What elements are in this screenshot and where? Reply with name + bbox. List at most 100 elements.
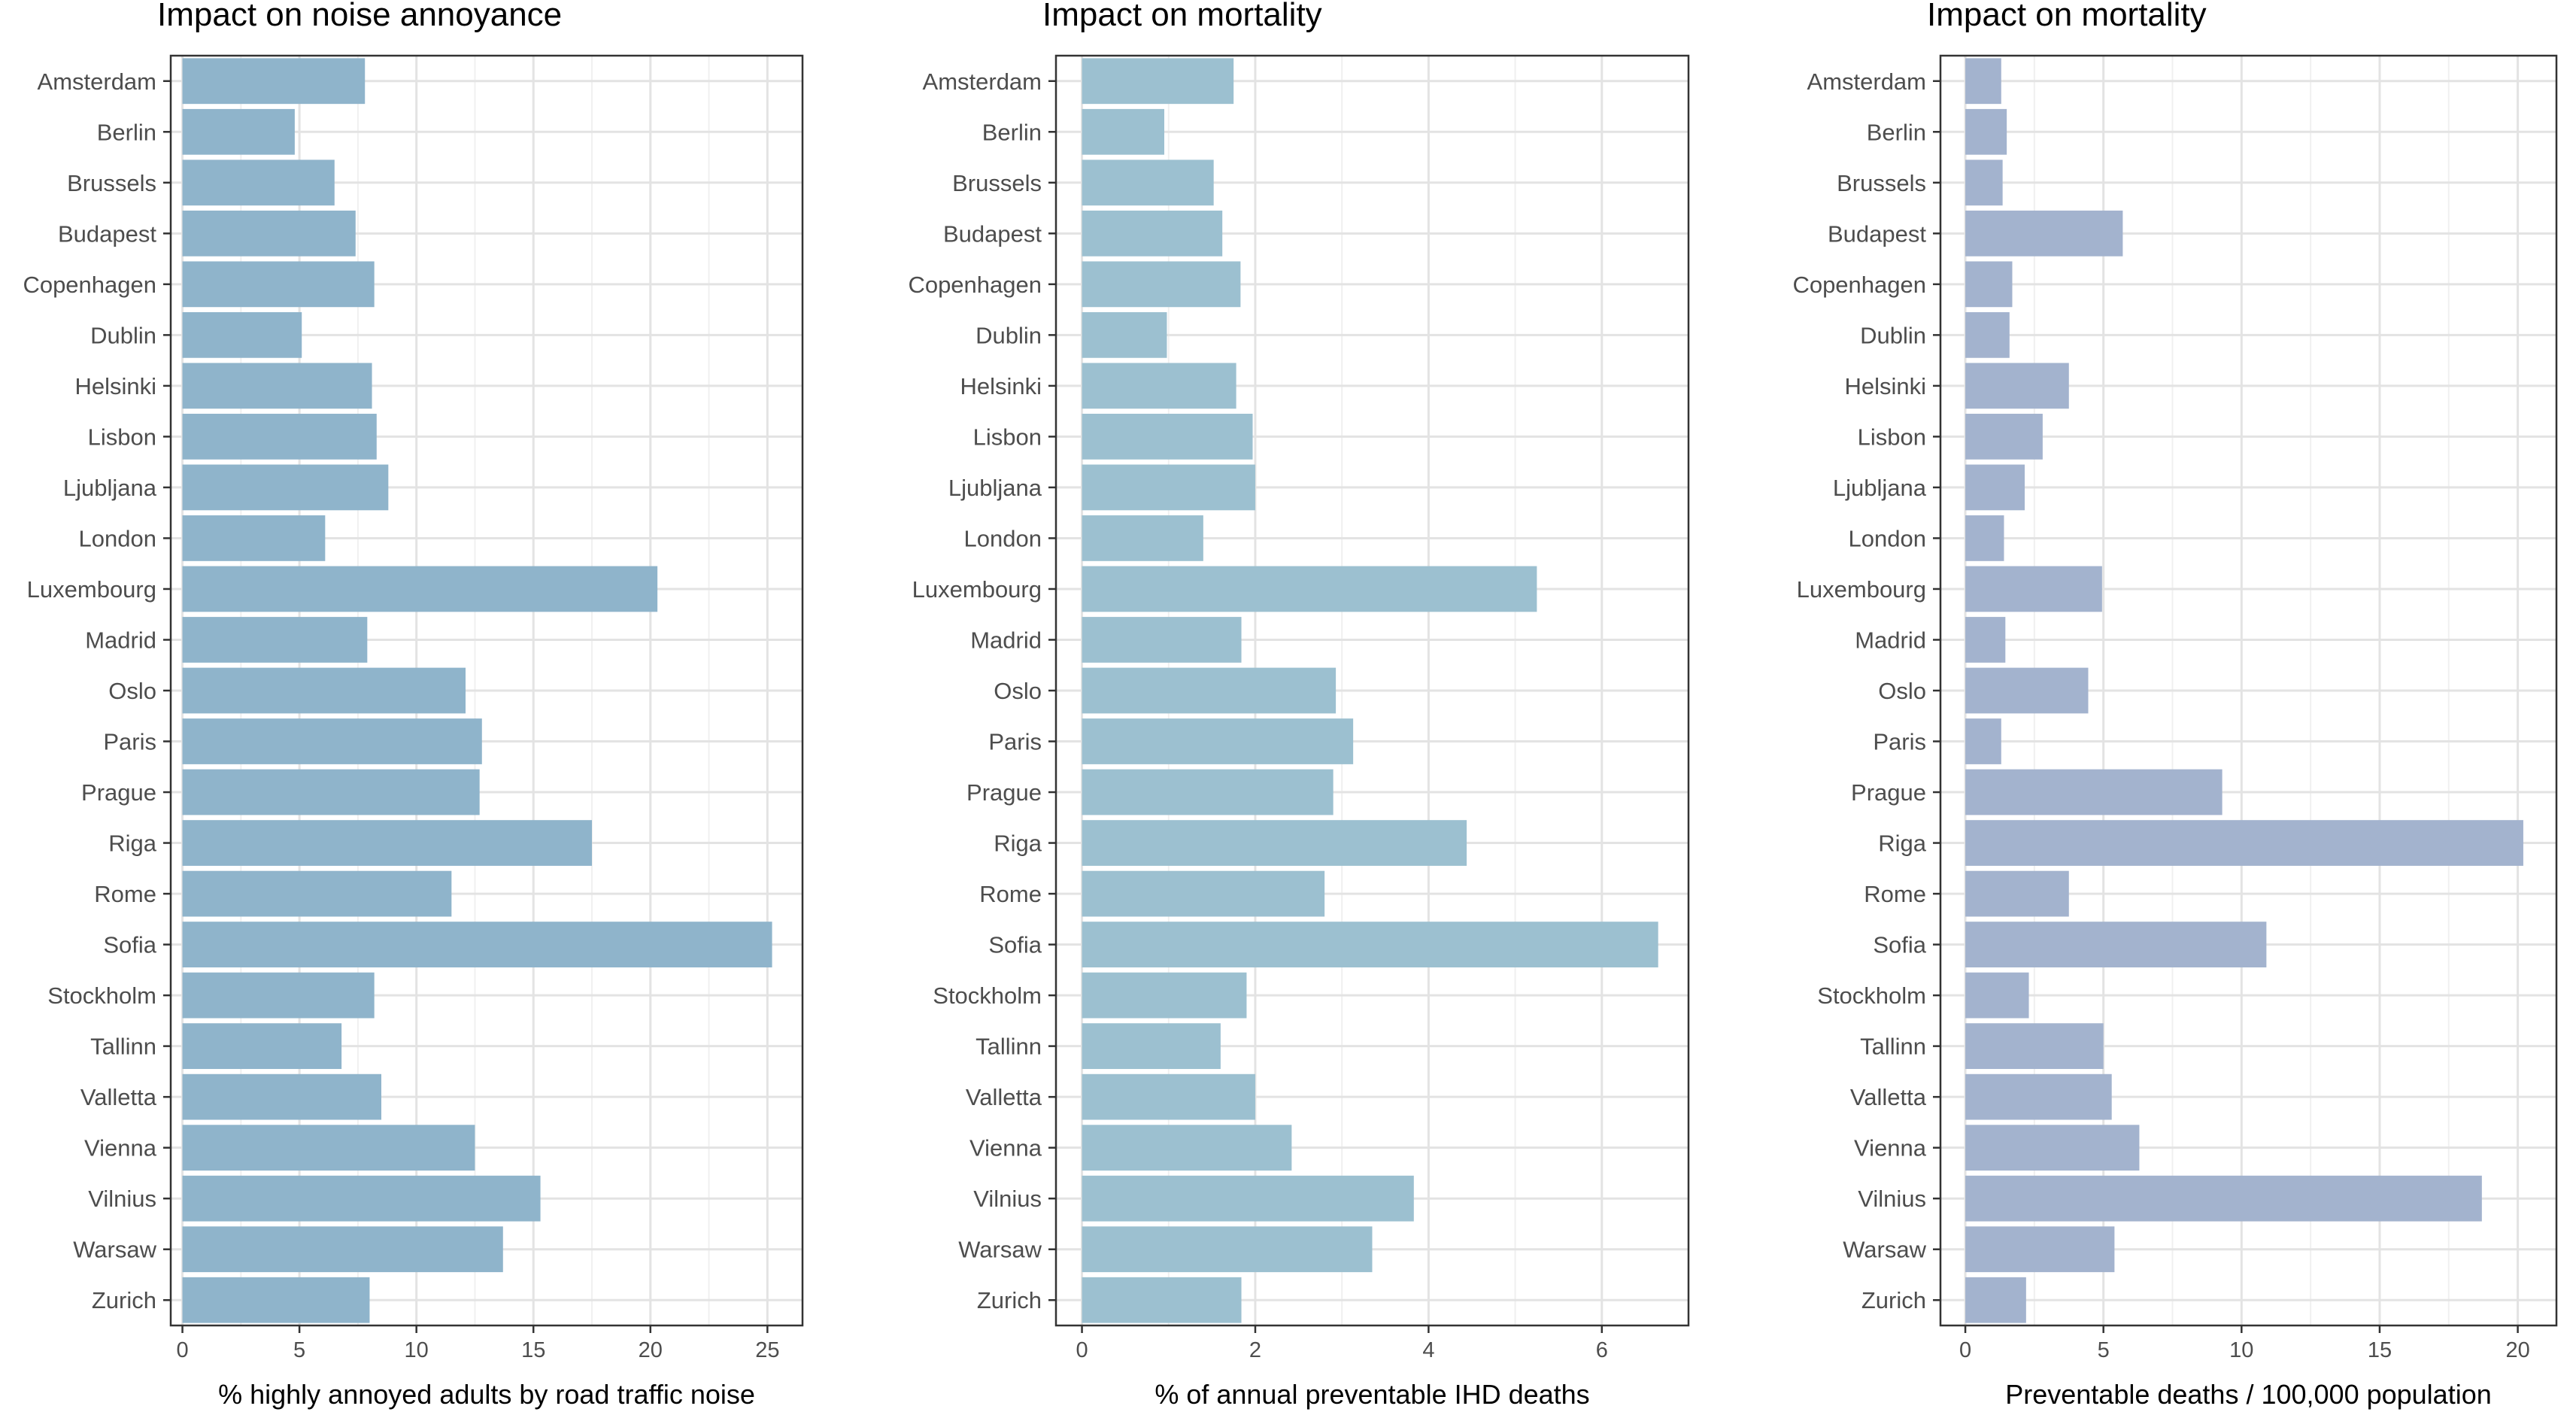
x-tick-label: 0 bbox=[176, 1338, 188, 1362]
x-tick-label: 20 bbox=[639, 1338, 663, 1362]
bar-helsinki bbox=[182, 363, 372, 409]
bar-dublin bbox=[182, 311, 302, 358]
bar-sofia bbox=[182, 922, 772, 967]
bar-budapest bbox=[1082, 210, 1223, 257]
x-tick-label: 6 bbox=[1596, 1338, 1608, 1362]
bar-oslo bbox=[1965, 667, 2089, 714]
bar-luxembourg bbox=[1082, 566, 1537, 612]
y-tick-label: Riga bbox=[1878, 830, 1927, 857]
bar-riga bbox=[1965, 820, 2523, 866]
x-tick-label: 5 bbox=[293, 1338, 305, 1362]
y-tick-label: Prague bbox=[81, 779, 156, 806]
y-tick-label: Budapest bbox=[1828, 220, 1926, 247]
bar-dublin bbox=[1965, 311, 2010, 358]
x-axis-title: % of annual preventable IHD deaths bbox=[1154, 1379, 1589, 1410]
y-tick-label: Helsinki bbox=[74, 373, 156, 399]
y-tick-label: Stockholm bbox=[47, 982, 156, 1009]
bar-berlin bbox=[1965, 108, 2007, 155]
bar-lisbon bbox=[182, 414, 377, 460]
bar-brussels bbox=[182, 159, 335, 206]
bar-amsterdam bbox=[182, 58, 366, 105]
y-tick-label: Riga bbox=[994, 830, 1042, 857]
y-tick-label: Ljubljana bbox=[63, 475, 157, 501]
bar-ljubljana bbox=[1965, 464, 2025, 511]
x-axis-title: Preventable deaths / 100,000 population bbox=[2005, 1379, 2492, 1410]
y-tick-label: Berlin bbox=[97, 119, 156, 145]
bar-stockholm bbox=[182, 972, 375, 1019]
chart-panel-2: Amsterdam Berlin Brussels Budapest Copenhage… bbox=[908, 0, 1690, 1410]
bar-madrid bbox=[1082, 617, 1242, 663]
bar-vienna bbox=[1082, 1125, 1292, 1171]
panel-title: Impact on mortality bbox=[1927, 0, 2207, 33]
bar-paris bbox=[182, 718, 482, 764]
bar-sofia bbox=[1965, 922, 2267, 967]
chart-panel-3: Amsterdam Berlin Brussels Budapest Copenhage… bbox=[1792, 0, 2558, 1410]
bar-stockholm bbox=[1082, 972, 1247, 1019]
bar-riga bbox=[182, 820, 593, 866]
bar-copenhagen bbox=[182, 261, 375, 308]
bar-ljubljana bbox=[1082, 464, 1255, 511]
y-tick-label: Vienna bbox=[1854, 1135, 1927, 1161]
y-tick-label: Oslo bbox=[1878, 678, 1926, 704]
bar-amsterdam bbox=[1965, 58, 2001, 105]
bar-tallinn bbox=[1082, 1023, 1221, 1070]
y-tick-label: London bbox=[1849, 525, 1926, 551]
y-tick-label: Rome bbox=[979, 881, 1042, 907]
y-tick-label: Copenhagen bbox=[908, 272, 1042, 298]
y-tick-label: Tallinn bbox=[90, 1034, 156, 1060]
x-tick-label: 15 bbox=[2368, 1338, 2392, 1362]
y-tick-label: Lisbon bbox=[88, 424, 156, 450]
y-tick-label: London bbox=[964, 525, 1042, 551]
bar-vienna bbox=[182, 1125, 475, 1171]
bar-rome bbox=[1082, 870, 1325, 917]
bar-dublin bbox=[1082, 311, 1167, 358]
y-tick-label: London bbox=[79, 525, 156, 551]
y-tick-label: Riga bbox=[108, 830, 157, 857]
y-tick-label: Oslo bbox=[108, 678, 156, 704]
y-tick-label: Budapest bbox=[58, 220, 156, 247]
bar-zurich bbox=[1082, 1277, 1242, 1323]
y-tick-label: Ljubljana bbox=[948, 475, 1042, 501]
x-tick-label: 10 bbox=[405, 1338, 429, 1362]
y-tick-label: Sofia bbox=[103, 932, 156, 958]
y-tick-label: Valletta bbox=[966, 1084, 1042, 1110]
bar-berlin bbox=[182, 108, 295, 155]
y-tick-label: Warsaw bbox=[1843, 1237, 1926, 1263]
y-tick-label: Oslo bbox=[994, 678, 1042, 704]
bar-tallinn bbox=[1965, 1023, 2104, 1070]
y-tick-label: Vienna bbox=[969, 1135, 1042, 1161]
panel-title: Impact on noise annoyance bbox=[157, 0, 562, 33]
y-tick-label: Zurich bbox=[92, 1287, 156, 1313]
y-tick-label: Amsterdam bbox=[38, 68, 156, 95]
y-tick-label: Paris bbox=[1873, 729, 1926, 755]
bar-lisbon bbox=[1082, 414, 1253, 460]
bar-valletta bbox=[1082, 1073, 1255, 1120]
y-tick-label: Brussels bbox=[952, 170, 1042, 196]
y-tick-label: Madrid bbox=[970, 627, 1042, 653]
x-tick-label: 4 bbox=[1422, 1338, 1434, 1362]
y-tick-label: Valletta bbox=[1850, 1084, 1927, 1110]
y-tick-label: Stockholm bbox=[1817, 982, 1926, 1009]
y-tick-label: Berlin bbox=[982, 119, 1042, 145]
bar-stockholm bbox=[1965, 972, 2029, 1019]
y-tick-label: Paris bbox=[103, 729, 156, 755]
bar-rome bbox=[182, 870, 452, 917]
y-tick-label: Copenhagen bbox=[1792, 272, 1926, 298]
y-tick-label: Zurich bbox=[977, 1287, 1042, 1313]
y-tick-label: Vienna bbox=[84, 1135, 157, 1161]
bar-vilnius bbox=[182, 1175, 541, 1222]
y-tick-label: Brussels bbox=[1837, 170, 1926, 196]
y-tick-label: Vilnius bbox=[1858, 1186, 1926, 1212]
bar-vilnius bbox=[1082, 1175, 1414, 1222]
bar-warsaw bbox=[182, 1226, 503, 1273]
bar-helsinki bbox=[1965, 363, 2069, 409]
bar-prague bbox=[182, 769, 480, 815]
bar-london bbox=[182, 515, 326, 561]
y-tick-label: Vilnius bbox=[973, 1186, 1042, 1212]
y-tick-label: Warsaw bbox=[73, 1237, 156, 1263]
bar-paris bbox=[1965, 718, 2001, 764]
bar-madrid bbox=[182, 617, 368, 663]
bar-ljubljana bbox=[182, 464, 389, 511]
y-tick-label: Luxembourg bbox=[912, 576, 1042, 603]
